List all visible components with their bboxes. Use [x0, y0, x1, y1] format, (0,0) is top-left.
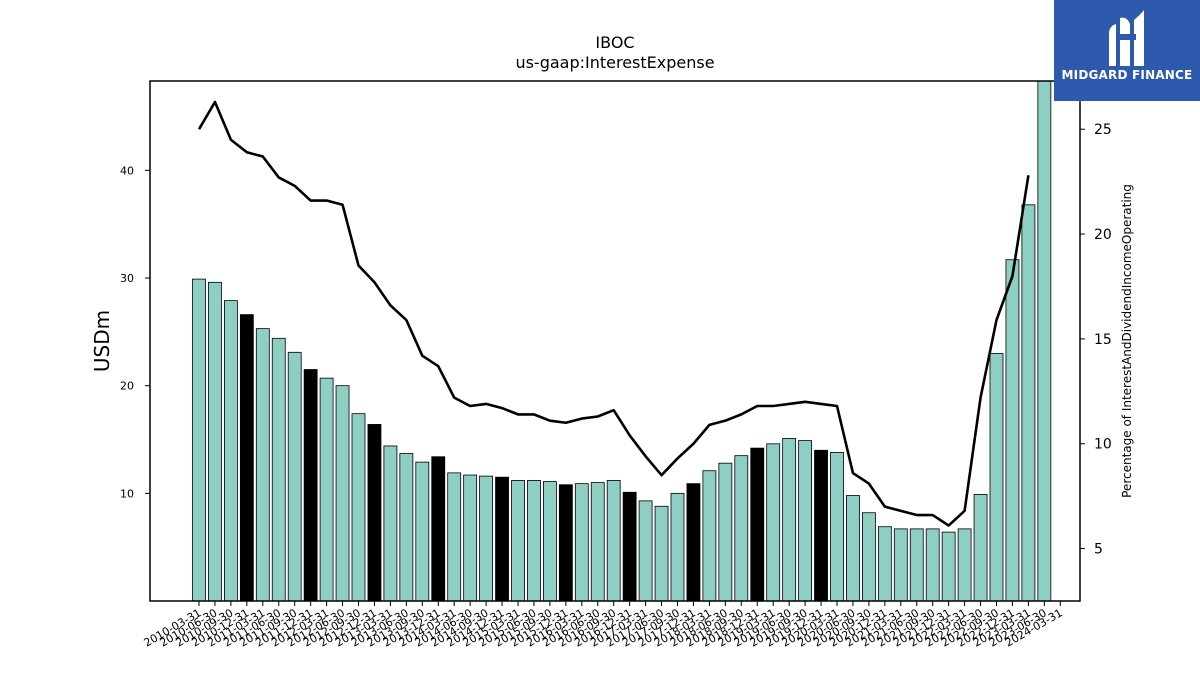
bar-2015-12-31	[558, 484, 573, 602]
bar-2017-09-30	[670, 492, 685, 602]
x-axis-ticks: 2010-03-312010-06-302010-09-302010-12-31…	[142, 601, 1065, 650]
y-tick-label: 10	[120, 487, 134, 500]
bar-2012-03-31	[319, 377, 334, 602]
bar-2010-03-31	[192, 278, 206, 602]
bar-2021-12-31	[941, 531, 956, 602]
bar-2012-12-31	[367, 424, 382, 602]
bar-2017-03-31	[638, 500, 653, 602]
logo-badge: MIDGARD FINANCE	[1054, 0, 1200, 101]
bar-2013-12-31	[431, 456, 446, 602]
bar-2014-06-30	[463, 474, 478, 602]
bar-2023-03-31	[1021, 204, 1036, 602]
bar-2014-12-31	[495, 476, 509, 602]
bar-2014-09-30	[479, 475, 494, 602]
bar-2021-03-31	[893, 528, 908, 602]
logo-icon	[1109, 10, 1144, 67]
y-axis-label: USDm	[90, 310, 114, 372]
bar-2022-06-30	[973, 494, 988, 602]
plot-frame	[149, 80, 1081, 602]
bar-2017-12-31	[686, 483, 701, 602]
bar-2010-09-30	[223, 300, 238, 602]
bar-2020-06-30	[846, 495, 860, 602]
y2-axis-ticks: 5 10 15 20 25	[1080, 122, 1112, 558]
bar-2019-03-31	[766, 443, 781, 602]
bar-2018-12-31	[750, 447, 765, 602]
y2-tick-label: 15	[1094, 332, 1112, 348]
line-percentage	[197, 100, 1030, 527]
bar-2020-12-31	[877, 526, 892, 602]
bar-2011-12-31	[303, 369, 318, 602]
y-tick-label: 40	[120, 164, 134, 177]
bar-2015-03-31	[511, 480, 525, 602]
y2-tick-label: 20	[1094, 227, 1112, 243]
chart-title: IBOC	[595, 33, 634, 52]
bar-2017-06-30	[654, 505, 669, 602]
bar-2022-03-31	[957, 528, 972, 602]
y2-tick-label: 5	[1094, 542, 1103, 558]
y2-axis-label: Percentage of InterestAndDividendIncomeO…	[1120, 184, 1134, 498]
bar-2021-06-30	[909, 528, 924, 602]
bar-2011-06-30	[271, 337, 286, 602]
bar-2019-06-30	[782, 438, 797, 602]
bar-series	[192, 80, 1052, 602]
bar-2022-09-30	[989, 352, 1004, 602]
bar-2011-09-30	[287, 351, 302, 602]
bar-2016-06-30	[590, 482, 605, 602]
bar-2010-12-31	[239, 314, 254, 602]
y-axis-ticks: 10 20 30 40	[120, 164, 150, 500]
bar-2013-06-30	[399, 453, 414, 602]
bar-2011-03-31	[255, 328, 270, 602]
bar-2023-06-30	[1037, 80, 1052, 602]
bar-2012-09-30	[351, 413, 366, 602]
bar-2015-06-30	[527, 480, 541, 602]
bar-2013-09-30	[415, 461, 430, 602]
bar-2020-09-30	[862, 512, 876, 602]
bar-2016-12-31	[622, 491, 637, 602]
y-tick-label: 30	[120, 272, 134, 285]
y-tick-label: 20	[120, 380, 134, 393]
bar-2018-06-30	[718, 462, 733, 602]
bar-2016-03-31	[574, 483, 589, 602]
bar-2019-09-30	[798, 440, 812, 602]
bar-2014-03-31	[447, 472, 462, 602]
bar-2012-06-30	[335, 385, 350, 602]
y2-tick-label: 25	[1094, 122, 1112, 138]
bar-2019-12-31	[814, 449, 828, 602]
bar-2018-09-30	[734, 455, 749, 602]
bar-2020-03-31	[830, 452, 844, 602]
chart-subtitle: us-gaap:InterestExpense	[515, 53, 714, 72]
bar-2018-03-31	[702, 470, 717, 602]
bar-2016-09-30	[606, 480, 621, 602]
bar-2021-09-30	[925, 528, 940, 602]
line-series	[197, 100, 1030, 527]
y2-tick-label: 10	[1094, 437, 1112, 453]
bar-2015-09-30	[543, 481, 557, 602]
bar-2022-12-31	[1005, 259, 1020, 602]
bar-2010-06-30	[208, 281, 222, 602]
bar-2013-03-31	[383, 445, 398, 602]
logo-text: MIDGARD FINANCE	[1061, 68, 1193, 82]
